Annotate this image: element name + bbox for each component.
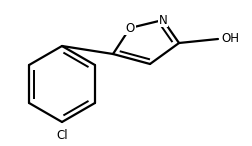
Text: OH: OH: [221, 33, 239, 46]
Text: Cl: Cl: [56, 129, 68, 142]
Text: O: O: [125, 21, 135, 34]
Text: N: N: [159, 13, 167, 27]
